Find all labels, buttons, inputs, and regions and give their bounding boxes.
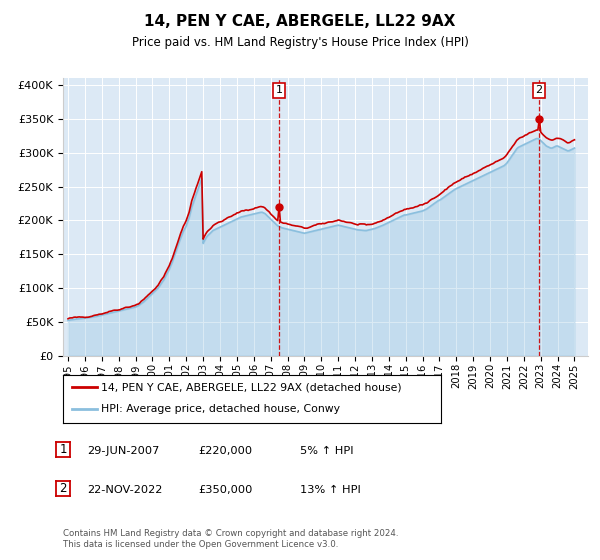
Text: Price paid vs. HM Land Registry's House Price Index (HPI): Price paid vs. HM Land Registry's House … bbox=[131, 36, 469, 49]
Text: 29-JUN-2007: 29-JUN-2007 bbox=[87, 446, 160, 456]
Text: Contains HM Land Registry data © Crown copyright and database right 2024.
This d: Contains HM Land Registry data © Crown c… bbox=[63, 529, 398, 549]
Text: 2: 2 bbox=[535, 85, 542, 95]
Text: £220,000: £220,000 bbox=[198, 446, 252, 456]
Text: 2: 2 bbox=[59, 482, 67, 495]
Text: 5% ↑ HPI: 5% ↑ HPI bbox=[300, 446, 353, 456]
Text: HPI: Average price, detached house, Conwy: HPI: Average price, detached house, Conw… bbox=[101, 404, 340, 414]
Text: £350,000: £350,000 bbox=[198, 485, 253, 495]
Text: 14, PEN Y CAE, ABERGELE, LL22 9AX: 14, PEN Y CAE, ABERGELE, LL22 9AX bbox=[145, 14, 455, 29]
Text: 22-NOV-2022: 22-NOV-2022 bbox=[87, 485, 163, 495]
Text: 13% ↑ HPI: 13% ↑ HPI bbox=[300, 485, 361, 495]
Text: 1: 1 bbox=[59, 443, 67, 456]
Text: 1: 1 bbox=[275, 85, 283, 95]
Text: 14, PEN Y CAE, ABERGELE, LL22 9AX (detached house): 14, PEN Y CAE, ABERGELE, LL22 9AX (detac… bbox=[101, 382, 401, 392]
